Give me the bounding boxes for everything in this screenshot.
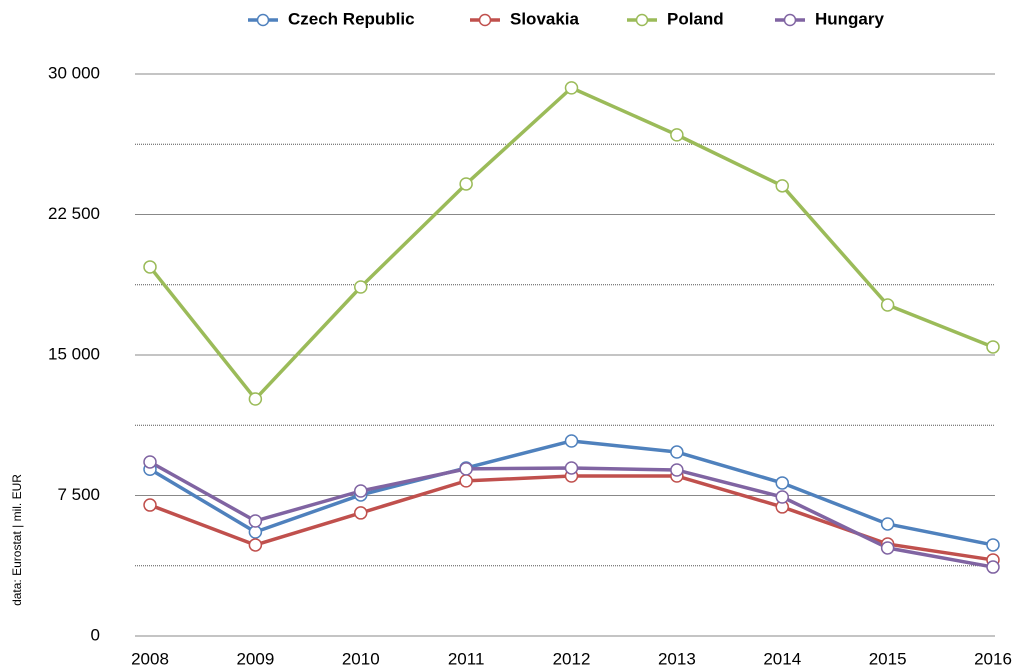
data-point <box>775 490 789 504</box>
legend-marker <box>783 13 797 27</box>
legend-label: Slovakia <box>510 9 580 28</box>
data-point <box>880 298 895 312</box>
y-tick-label: 22 500 <box>48 204 100 223</box>
data-point <box>986 340 1000 354</box>
x-tick-label: 2014 <box>763 649 801 668</box>
data-point <box>670 445 684 459</box>
legend-label: Hungary <box>815 9 885 28</box>
legend-marker <box>635 13 649 27</box>
data-point <box>354 506 368 520</box>
data-point <box>143 455 157 469</box>
source-note: data: Eurostat | mil. EUR <box>10 474 24 606</box>
data-point <box>354 484 368 498</box>
series-line <box>149 439 994 547</box>
y-tick-label: 0 <box>91 625 100 644</box>
data-point <box>143 498 157 512</box>
data-point <box>248 392 263 406</box>
x-tick-label: 2010 <box>342 649 380 668</box>
y-tick-label: 30 000 <box>48 63 100 82</box>
data-point <box>248 514 263 528</box>
data-point <box>775 179 789 193</box>
y-tick-label: 15 000 <box>48 344 100 363</box>
series-line <box>148 86 994 401</box>
data-point <box>143 260 157 274</box>
data-point <box>564 434 579 448</box>
x-tick-label: 2008 <box>131 649 169 668</box>
legend-label: Poland <box>667 9 724 28</box>
data-point <box>248 538 263 552</box>
data-point <box>880 541 895 555</box>
data-point <box>775 476 789 490</box>
data-point <box>248 525 263 539</box>
x-tick-label: 2015 <box>869 649 907 668</box>
data-point <box>354 280 368 294</box>
x-tick-label: 2009 <box>236 649 274 668</box>
x-tick-label: 2013 <box>658 649 696 668</box>
data-point <box>670 128 684 142</box>
legend-label: Czech Republic <box>288 9 415 28</box>
legend-marker <box>256 13 270 27</box>
legend-marker <box>478 13 492 27</box>
data-point <box>564 81 579 95</box>
data-point <box>670 463 684 477</box>
data-point <box>459 462 473 476</box>
series-line <box>149 474 994 562</box>
y-tick-label: 7 500 <box>57 485 100 504</box>
data-point <box>564 461 579 475</box>
x-tick-label: 2016 <box>974 649 1012 668</box>
data-point <box>986 538 1000 552</box>
x-tick-label: 2011 <box>448 649 485 668</box>
x-tick-label: 2012 <box>553 649 591 668</box>
data-point <box>459 474 473 488</box>
data-point <box>986 560 1000 574</box>
data-point <box>880 517 895 531</box>
data-point <box>459 177 473 191</box>
